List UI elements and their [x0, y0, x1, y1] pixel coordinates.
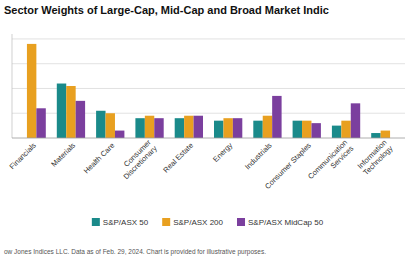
x-tick-label: Real Estate [161, 141, 195, 175]
chart: Sector Weights of Large-Cap, Mid-Cap and… [0, 0, 415, 260]
bar [194, 116, 203, 138]
grid-line [12, 63, 405, 64]
bar [154, 118, 163, 138]
bar [145, 116, 154, 138]
legend-item: S&P/ASX MidCap 50 [237, 218, 324, 227]
bar [36, 108, 45, 138]
legend-item: S&P/ASX 200 [162, 218, 223, 227]
legend-swatch [92, 218, 100, 226]
bar [115, 131, 124, 138]
x-axis-line [12, 138, 405, 139]
bar [57, 84, 66, 138]
bar [272, 96, 281, 138]
bar [332, 126, 341, 138]
x-tick-label: Health Care [82, 141, 117, 176]
bar [351, 103, 360, 138]
x-tick-label: Materials [49, 141, 77, 169]
legend: S&P/ASX 50 S&P/ASX 200 S&P/ASX MidCap 50 [92, 218, 324, 227]
bar [311, 123, 320, 138]
bars [27, 44, 390, 138]
x-tick-label: Energy [211, 141, 234, 164]
footnote: ow Jones Indices LLC. Data as of Feb. 29… [4, 248, 266, 256]
bar [341, 121, 350, 138]
bar [293, 121, 302, 138]
grid-line [12, 38, 405, 39]
bar [253, 121, 262, 138]
bar [233, 118, 242, 138]
bar [263, 116, 272, 138]
bar [381, 131, 390, 138]
bar [214, 121, 223, 138]
legend-label: S&P/ASX MidCap 50 [248, 218, 324, 227]
legend-item: S&P/ASX 50 [92, 218, 149, 227]
bar [184, 116, 193, 138]
bar [76, 101, 85, 138]
x-tick-label: CommunicationServices [306, 138, 355, 187]
x-tick-label: InformationTechnology [355, 138, 394, 177]
bar [106, 113, 115, 138]
legend-label: S&P/ASX 50 [103, 218, 149, 227]
y-axis-line [12, 34, 13, 138]
x-tick-label: Financials [8, 141, 38, 171]
legend-swatch [237, 218, 245, 226]
bar [27, 44, 36, 138]
bar [371, 133, 380, 138]
bar [302, 121, 311, 138]
bar [135, 118, 144, 138]
legend-swatch [162, 218, 170, 226]
legend-label: S&P/ASX 200 [173, 218, 223, 227]
x-tick-label: ConsumerDiscretionary [115, 137, 159, 181]
bar [175, 118, 184, 138]
bar [66, 86, 75, 138]
bar [96, 111, 105, 138]
bar [223, 118, 232, 138]
x-tick-label: Industrials [243, 141, 274, 172]
title: Sector Weights of Large-Cap, Mid-Cap and… [4, 4, 329, 16]
x-tick-label: Consumer Staples [263, 141, 313, 191]
